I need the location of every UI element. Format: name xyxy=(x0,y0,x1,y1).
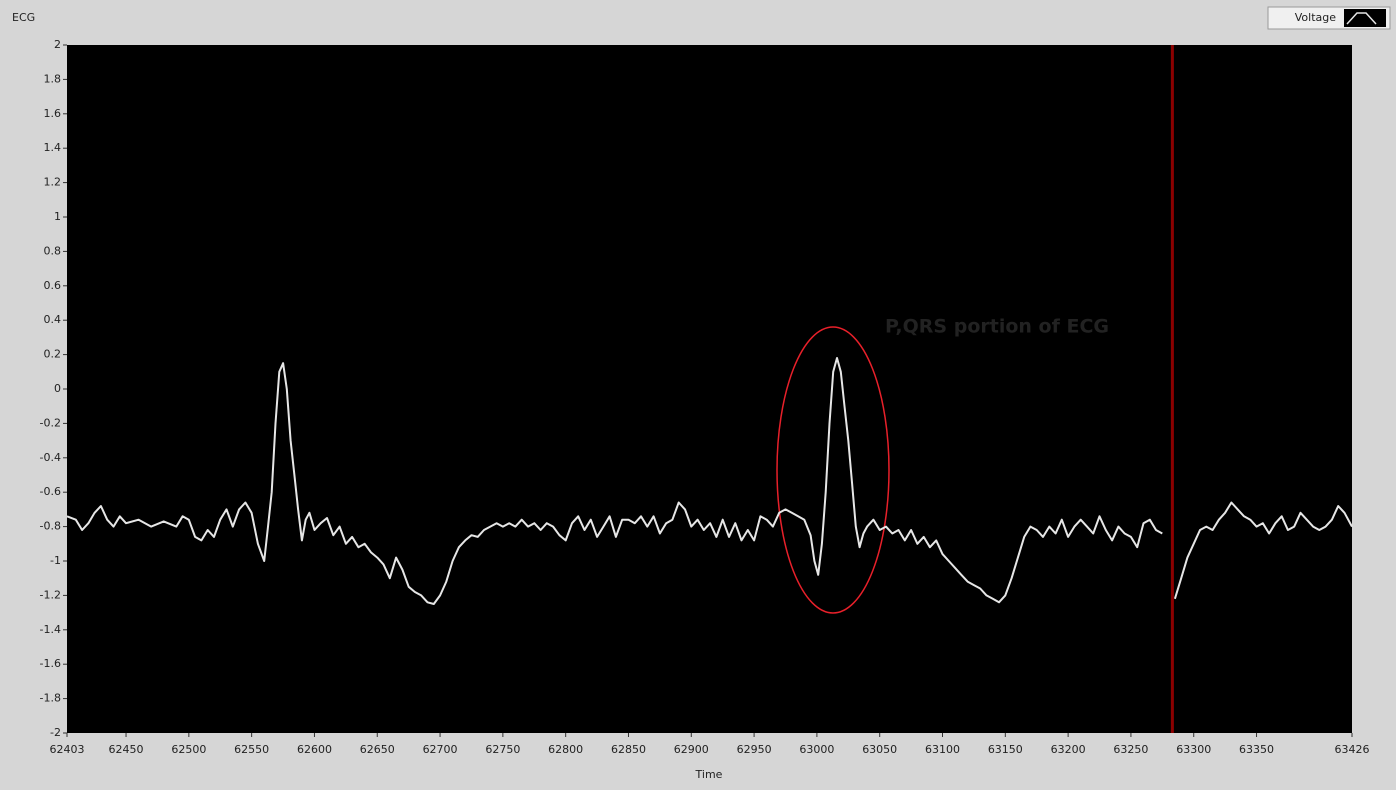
y-tick-label: -2 xyxy=(50,726,61,739)
y-tick-label: 0 xyxy=(54,382,61,395)
x-tick-label: 62450 xyxy=(109,743,144,756)
x-tick-label: 62750 xyxy=(485,743,520,756)
y-tick-label: -0.2 xyxy=(40,416,61,429)
x-tick-label: 62403 xyxy=(50,743,85,756)
y-tick-label: 1.4 xyxy=(44,141,62,154)
y-tick-label: 1 xyxy=(54,210,61,223)
highlight-ellipse xyxy=(776,326,890,614)
x-tick-label: 62700 xyxy=(423,743,458,756)
y-tick-label: 2 xyxy=(54,38,61,51)
legend-label: Voltage xyxy=(1295,11,1336,24)
legend: Voltage xyxy=(1267,6,1391,30)
y-tick-label: 0.8 xyxy=(44,244,62,257)
y-tick-label: 1.8 xyxy=(44,72,62,85)
x-tick-label: 63050 xyxy=(862,743,897,756)
y-tick-label: -1 xyxy=(50,554,61,567)
x-tick-label: 63350 xyxy=(1239,743,1274,756)
y-tick-label: -1.8 xyxy=(40,692,61,705)
x-tick-label: 63150 xyxy=(988,743,1023,756)
chart-title: ECG xyxy=(12,11,35,24)
x-tick-label: 63250 xyxy=(1113,743,1148,756)
x-axis-label: Time xyxy=(695,768,723,781)
y-tick-label: -1.6 xyxy=(40,657,61,670)
x-tick-label: 62850 xyxy=(611,743,646,756)
plot-area xyxy=(67,45,1352,733)
x-tick-label: 62550 xyxy=(234,743,269,756)
x-tick-label: 63300 xyxy=(1176,743,1211,756)
y-tick-label: -0.6 xyxy=(40,485,61,498)
annotation: P,QRS portion of ECG xyxy=(885,316,1109,338)
y-tick-label: 0.4 xyxy=(44,313,62,326)
y-tick-label: 0.6 xyxy=(44,279,62,292)
x-tick-label: 62600 xyxy=(297,743,332,756)
y-tick-label: 1.6 xyxy=(44,107,62,120)
x-tick-label: 62500 xyxy=(171,743,206,756)
y-tick-label: -0.8 xyxy=(40,520,61,533)
legend-swatch xyxy=(1344,9,1386,27)
x-tick-label: 62950 xyxy=(737,743,772,756)
y-tick-label: -0.4 xyxy=(40,451,61,464)
y-tick-label: -1.4 xyxy=(40,623,61,636)
data-line xyxy=(66,357,1353,605)
y-tick-label: 1.2 xyxy=(44,176,62,189)
x-tick-label: 62800 xyxy=(548,743,583,756)
x-tick-label: 63100 xyxy=(925,743,960,756)
x-tick-label: 63200 xyxy=(1051,743,1086,756)
x-tick-label: 62900 xyxy=(674,743,709,756)
x-tick-label: 62650 xyxy=(360,743,395,756)
x-tick-label: 63000 xyxy=(799,743,834,756)
x-tick-label: 63426 xyxy=(1335,743,1370,756)
y-tick-label: -1.2 xyxy=(40,588,61,601)
legend-line-sample xyxy=(1346,12,1377,25)
y-tick-label: 0.2 xyxy=(44,348,62,361)
